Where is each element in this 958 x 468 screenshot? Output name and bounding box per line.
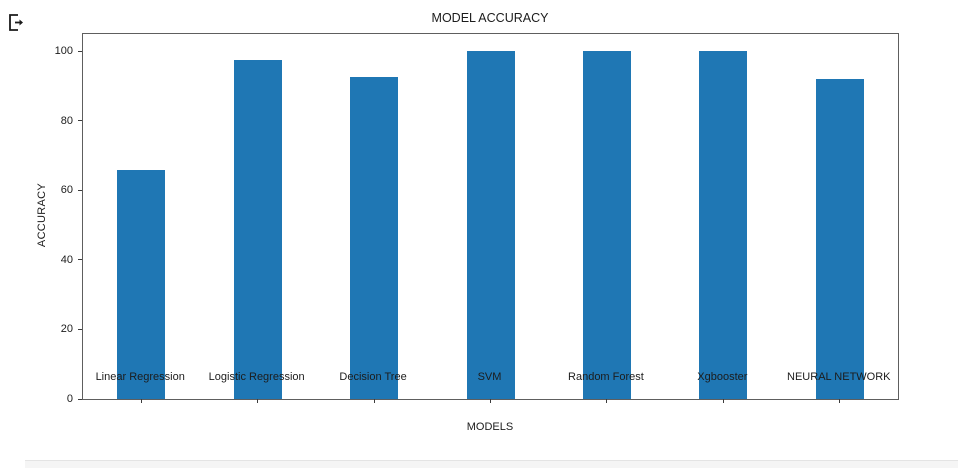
x-tick-mark bbox=[140, 399, 142, 403]
bar bbox=[117, 169, 166, 399]
x-tick-label: Linear Regression bbox=[95, 371, 185, 383]
chart-title: MODEL ACCURACY bbox=[431, 11, 549, 25]
y-tick-label: 100 bbox=[54, 45, 73, 58]
bar bbox=[699, 51, 748, 399]
bar bbox=[815, 79, 864, 399]
y-tick-mark bbox=[78, 120, 82, 122]
export-icon[interactable] bbox=[5, 11, 29, 35]
x-tick-label: Decision Tree bbox=[339, 371, 407, 383]
bar bbox=[582, 51, 631, 399]
y-tick-label: 0 bbox=[66, 393, 73, 405]
y-tick-mark bbox=[78, 328, 82, 330]
y-tick-label: 40 bbox=[60, 253, 73, 266]
x-tick-mark bbox=[257, 399, 259, 403]
y-tick-label: 20 bbox=[60, 323, 73, 336]
bar bbox=[233, 60, 282, 399]
bar bbox=[350, 77, 399, 399]
y-tick-mark bbox=[78, 259, 82, 261]
y-tick-mark bbox=[78, 189, 82, 191]
x-tick-mark bbox=[373, 399, 375, 403]
x-tick-label: Random Forest bbox=[568, 371, 644, 383]
x-tick-mark bbox=[606, 399, 608, 403]
x-tick-label: Xgbooster bbox=[697, 371, 748, 383]
x-tick-label: SVM bbox=[477, 371, 502, 383]
plot-area: 0 20 40 60 80 100 bbox=[55, 33, 899, 405]
y-tick-label: 80 bbox=[60, 114, 73, 127]
x-tick-label: NEURAL NETWORK bbox=[787, 371, 891, 383]
x-tick-mark bbox=[839, 399, 841, 403]
x-tick-label: Logistic Regression bbox=[208, 371, 305, 383]
bottom-strip bbox=[25, 460, 958, 468]
y-tick-mark bbox=[78, 398, 82, 400]
y-tick-label: 60 bbox=[60, 184, 73, 197]
y-tick-mark bbox=[78, 50, 82, 52]
bar bbox=[466, 51, 515, 399]
x-axis-label: MODELS bbox=[466, 421, 514, 433]
x-tick-mark bbox=[722, 399, 724, 403]
x-tick-mark bbox=[490, 399, 491, 403]
